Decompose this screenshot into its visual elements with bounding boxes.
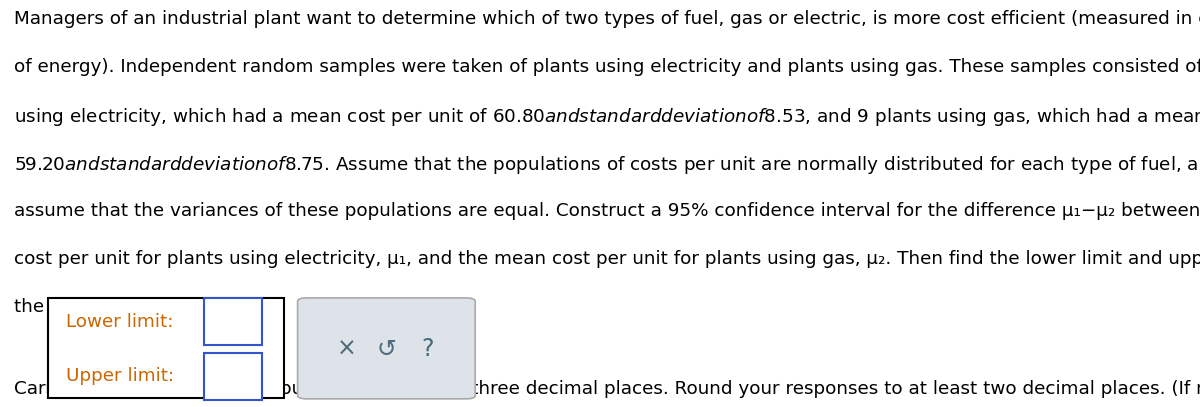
Text: Managers of an industrial plant want to determine which of two types of fuel, ga: Managers of an industrial plant want to … [14, 10, 1200, 28]
Text: ×: × [337, 337, 356, 361]
Text: $59.20 and standard deviation of $8.75. Assume that the populations of costs per: $59.20 and standard deviation of $8.75. … [14, 154, 1200, 176]
Text: of energy). Independent random samples were taken of plants using electricity an: of energy). Independent random samples w… [14, 58, 1200, 76]
Text: Carry your intermediate computations to at least three decimal places. Round you: Carry your intermediate computations to … [14, 380, 1200, 398]
FancyBboxPatch shape [204, 298, 262, 345]
Text: ?: ? [421, 337, 433, 361]
Text: Upper limit:: Upper limit: [66, 368, 174, 385]
Text: Lower limit:: Lower limit: [66, 313, 173, 330]
Text: the 95% confidence interval.: the 95% confidence interval. [14, 298, 280, 316]
Text: ↺: ↺ [377, 337, 396, 361]
FancyBboxPatch shape [48, 298, 284, 398]
FancyBboxPatch shape [204, 353, 262, 400]
Text: cost per unit for plants using electricity, μ₁, and the mean cost per unit for p: cost per unit for plants using electrici… [14, 250, 1200, 268]
Text: using electricity, which had a mean cost per unit of $60.80 and standard deviati: using electricity, which had a mean cost… [14, 106, 1200, 128]
FancyBboxPatch shape [298, 298, 475, 399]
Text: assume that the variances of these populations are equal. Construct a 95% confid: assume that the variances of these popul… [14, 202, 1200, 220]
